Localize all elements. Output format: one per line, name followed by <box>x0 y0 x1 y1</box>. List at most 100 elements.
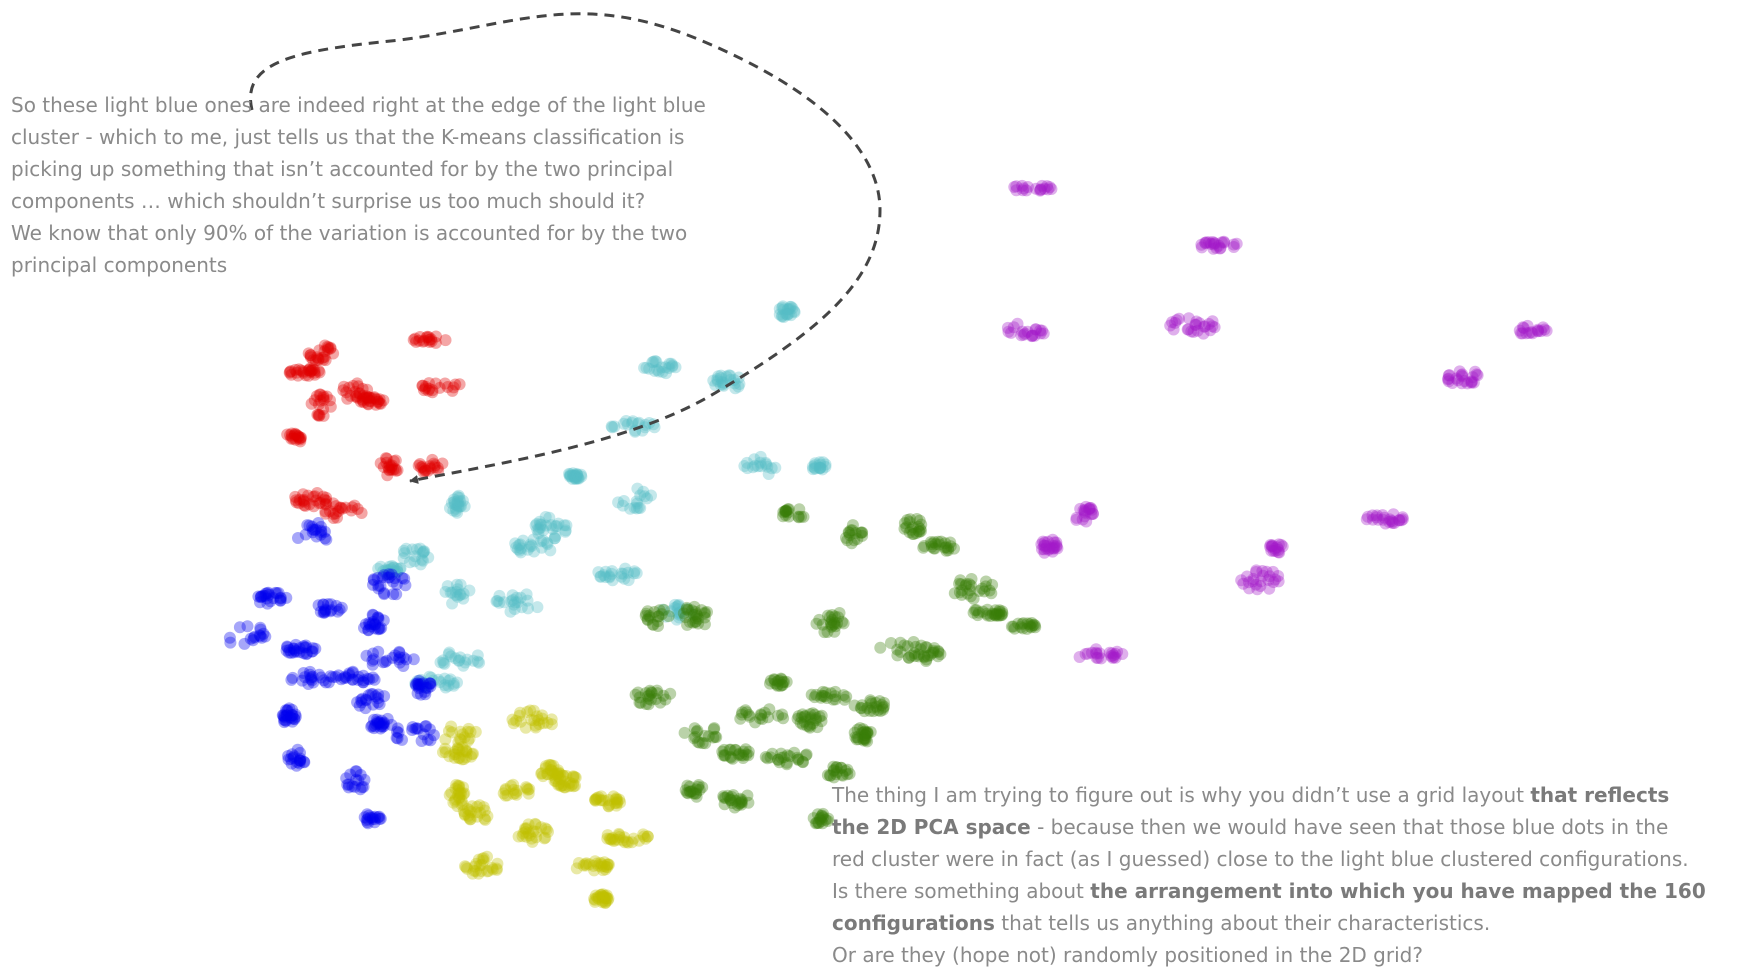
green-point <box>993 604 1006 617</box>
red-point <box>362 398 375 411</box>
blue-point <box>301 519 314 532</box>
purple-point <box>1037 535 1049 548</box>
green-point <box>996 605 1009 618</box>
blue-point <box>390 731 403 744</box>
red-point <box>305 364 318 377</box>
light_blue-point <box>532 527 545 540</box>
olive-point <box>455 794 468 807</box>
olive-point <box>595 790 608 803</box>
green-point <box>992 609 1005 622</box>
green-point <box>776 708 789 721</box>
red-point <box>427 457 440 470</box>
olive-point <box>527 704 540 717</box>
red-point <box>365 392 378 404</box>
light_blue-point <box>454 578 467 591</box>
green-point <box>777 676 789 689</box>
olive-point <box>577 859 590 872</box>
olive-point <box>449 748 462 761</box>
purple-point <box>1537 321 1550 334</box>
red-point <box>299 499 312 512</box>
olive-point <box>448 745 461 758</box>
blue-point <box>264 595 277 608</box>
green-point <box>806 717 819 730</box>
olive-point <box>475 858 488 871</box>
light_blue-point <box>443 646 456 659</box>
green-point <box>841 763 854 776</box>
green-point <box>1014 621 1027 634</box>
olive-point <box>572 857 585 869</box>
red-point <box>312 352 325 365</box>
blue-point <box>372 696 384 709</box>
green-point <box>852 733 865 746</box>
olive-point <box>446 726 459 739</box>
green-point <box>841 768 854 781</box>
green-point <box>836 615 848 628</box>
olive-point <box>541 716 554 729</box>
red-point <box>368 392 381 405</box>
green-point <box>817 811 830 824</box>
olive-point <box>602 892 615 905</box>
red-point <box>361 383 374 396</box>
purple-point <box>1041 180 1053 193</box>
green-point <box>681 786 693 799</box>
green-point <box>651 687 664 700</box>
red-point <box>294 433 307 446</box>
light_blue-point <box>782 307 795 320</box>
olive-point <box>477 854 490 867</box>
green-point <box>909 640 922 653</box>
light_blue-point <box>549 520 562 533</box>
green-point <box>644 693 657 706</box>
red-point <box>294 431 307 444</box>
olive-point <box>472 867 485 880</box>
light_blue-point <box>781 303 794 316</box>
purple-point <box>1260 565 1273 578</box>
red-point <box>423 336 436 348</box>
blue-point <box>417 677 430 690</box>
green-point <box>920 653 933 666</box>
olive-point <box>533 718 546 731</box>
red-point <box>308 368 321 381</box>
light_blue-point <box>777 303 790 316</box>
green-point <box>754 712 767 725</box>
red-point <box>358 392 371 404</box>
olive-point <box>521 782 533 795</box>
olive-point <box>633 834 646 847</box>
olive-point <box>589 793 602 806</box>
blue-point <box>359 618 372 631</box>
olive-point <box>530 825 543 838</box>
purple-point <box>1456 368 1469 381</box>
purple-point <box>1109 651 1122 664</box>
green-point <box>850 733 863 746</box>
blue-point <box>424 734 437 747</box>
annotation-text: picking up something that isn’t accounte… <box>11 157 674 181</box>
light_blue-point <box>806 460 819 473</box>
blue-point <box>424 677 436 690</box>
olive-point <box>597 890 610 903</box>
green-point <box>735 749 748 762</box>
blue-point <box>293 646 306 659</box>
red-point <box>353 387 366 400</box>
annotation-line: red cluster were in fact (as I guessed) … <box>832 843 1742 875</box>
green-point <box>828 763 841 776</box>
green-point <box>940 541 952 554</box>
blue-point <box>368 722 380 735</box>
purple-point <box>1085 503 1098 516</box>
purple-point <box>1187 325 1200 338</box>
green-point <box>782 510 795 523</box>
blue-point <box>382 571 394 584</box>
green-point <box>780 758 793 771</box>
green-point <box>813 613 826 626</box>
green-point <box>737 745 750 758</box>
purple-point <box>1273 546 1286 559</box>
green-point <box>778 675 790 688</box>
blue-point <box>375 622 388 634</box>
blue-point <box>372 623 385 636</box>
light_blue-point <box>575 468 587 481</box>
blue-point <box>261 587 273 600</box>
red-point <box>425 335 438 348</box>
olive-point <box>453 792 466 805</box>
red-point <box>420 331 433 344</box>
green-point <box>928 542 941 555</box>
green-point <box>691 724 704 737</box>
olive-point <box>507 787 520 800</box>
